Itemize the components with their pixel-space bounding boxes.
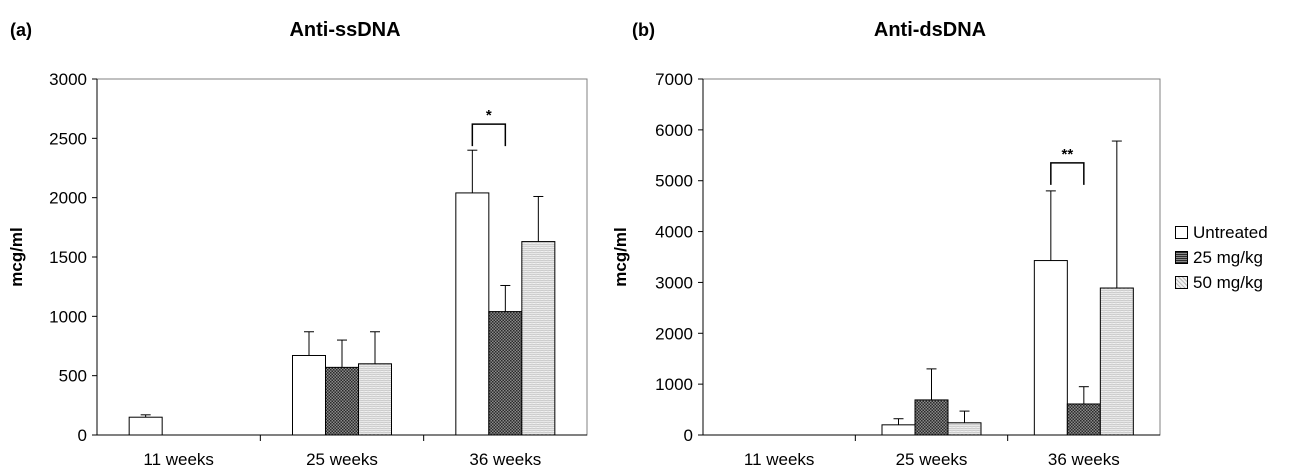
bar bbox=[914, 399, 949, 436]
chart-title: Anti-dsDNA bbox=[874, 19, 986, 41]
legend: Untreated 25 mg/kg 50 mg/kg bbox=[1175, 220, 1268, 295]
y-axis-label: mcg/ml bbox=[7, 227, 26, 287]
y-tick-label: 1000 bbox=[655, 375, 693, 394]
bar bbox=[455, 192, 490, 436]
bar bbox=[881, 424, 916, 436]
legend-swatch-untreated bbox=[1175, 226, 1188, 239]
y-tick-label: 0 bbox=[78, 426, 87, 445]
bar bbox=[1066, 403, 1101, 436]
y-tick-label: 500 bbox=[59, 367, 87, 386]
chart-title: Anti-ssDNA bbox=[289, 19, 400, 41]
panel-label: (b) bbox=[632, 20, 655, 40]
significance-label: ** bbox=[1061, 146, 1073, 163]
bar bbox=[488, 311, 523, 436]
significance-bracket bbox=[1050, 162, 1085, 185]
x-tick-label: 36 weeks bbox=[1048, 450, 1120, 469]
bar bbox=[1033, 260, 1068, 436]
y-tick-label: 1500 bbox=[49, 248, 87, 267]
legend-swatch-25mgkg bbox=[1175, 251, 1188, 264]
legend-item-50mgkg: 50 mg/kg bbox=[1175, 270, 1268, 295]
chart-panel-b: (b) Anti-dsDNA mcg/ml 0 1000 2000 3000 4000 5000… bbox=[611, 19, 1161, 469]
significance-bracket bbox=[471, 123, 507, 147]
chart-panel-a: (a) Anti-ssDNA mcg/ml 0 500 1000 1500 2000 2500 3… bbox=[7, 19, 588, 469]
bar bbox=[947, 422, 982, 436]
y-tick-label: 1000 bbox=[49, 307, 87, 326]
x-tick-label: 25 weeks bbox=[896, 450, 968, 469]
y-tick-label: 3000 bbox=[49, 70, 87, 89]
x-tick-label: 11 weeks bbox=[143, 450, 214, 469]
y-tick-label: 2500 bbox=[49, 129, 87, 148]
y-tick-label: 4000 bbox=[655, 223, 693, 242]
legend-label: 25 mg/kg bbox=[1193, 248, 1263, 267]
x-tick-label: 25 weeks bbox=[306, 450, 378, 469]
legend-label: Untreated bbox=[1193, 223, 1268, 242]
legend-item-untreated: Untreated bbox=[1175, 220, 1268, 245]
y-tick-label: 0 bbox=[684, 426, 693, 445]
panel-label: (a) bbox=[10, 20, 32, 40]
legend-label: 50 mg/kg bbox=[1193, 273, 1263, 292]
x-tick-label: 11 weeks bbox=[744, 450, 815, 469]
legend-swatch-50mgkg bbox=[1175, 276, 1188, 289]
legend-item-25mgkg: 25 mg/kg bbox=[1175, 245, 1268, 270]
y-axis-label: mcg/ml bbox=[611, 227, 630, 287]
bar bbox=[358, 363, 392, 436]
y-tick-label: 7000 bbox=[655, 70, 693, 89]
significance-label: * bbox=[486, 107, 492, 124]
y-tick-label: 6000 bbox=[655, 121, 693, 140]
bar bbox=[1099, 287, 1134, 436]
y-tick-label: 5000 bbox=[655, 172, 693, 191]
y-tick-label: 2000 bbox=[49, 189, 87, 208]
bar bbox=[521, 241, 556, 436]
bar bbox=[292, 354, 326, 436]
bar bbox=[325, 366, 359, 436]
x-tick-label: 36 weeks bbox=[469, 450, 541, 469]
bar bbox=[128, 416, 163, 436]
y-tick-label: 3000 bbox=[655, 273, 693, 292]
y-tick-label: 2000 bbox=[655, 324, 693, 343]
